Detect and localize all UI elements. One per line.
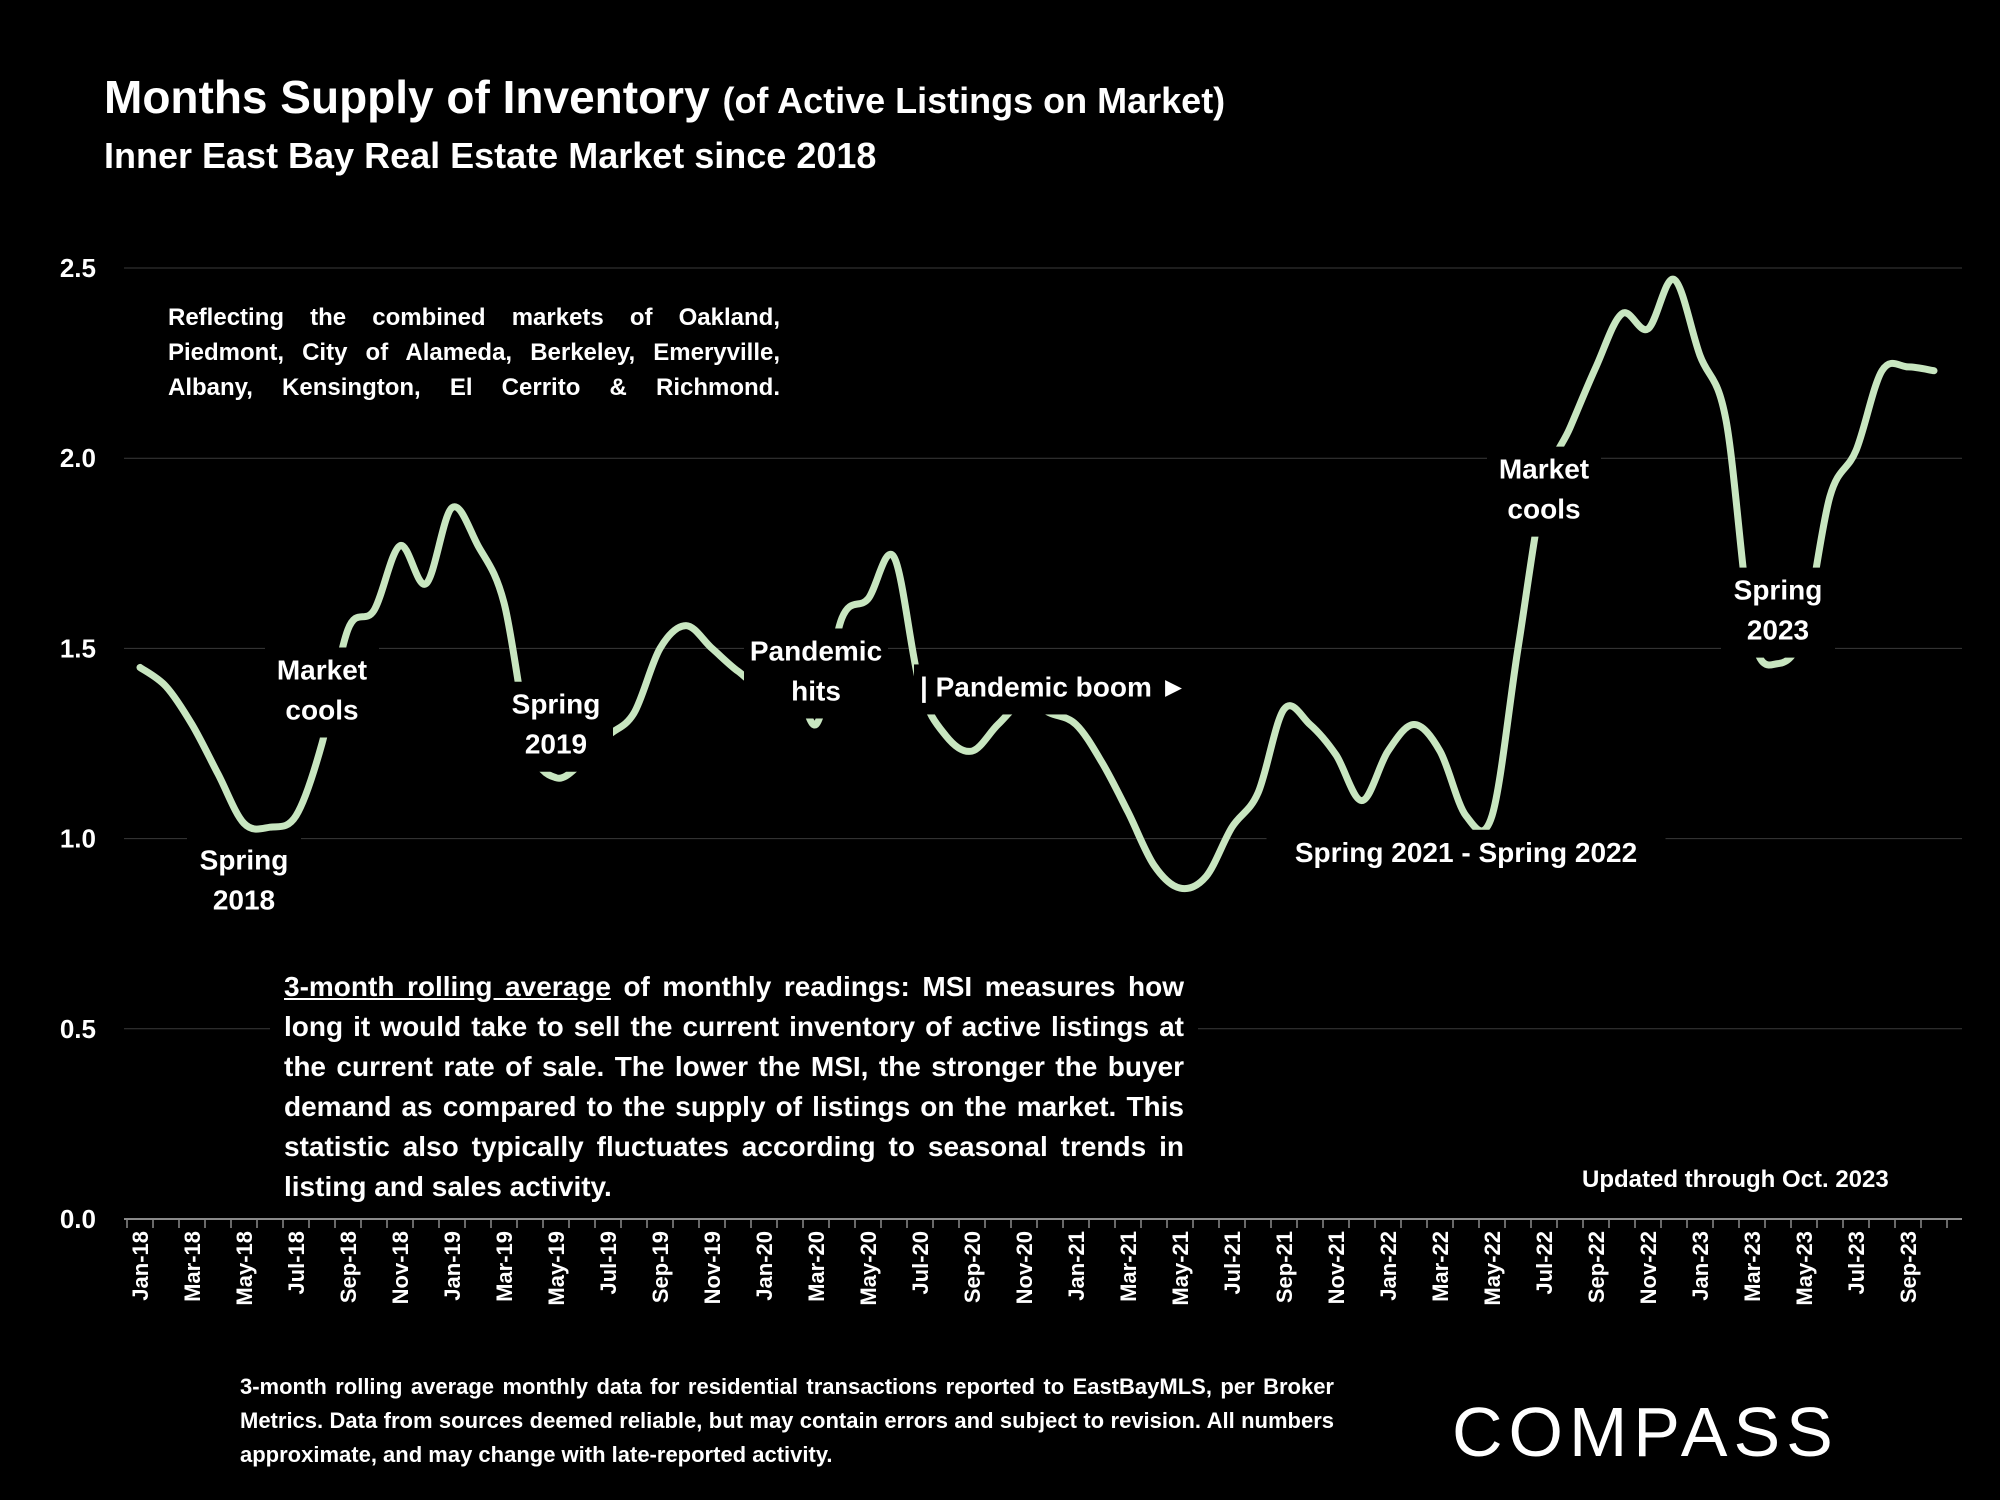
x-tick-label: Jul-20 [908,1231,933,1295]
updated-label: Updated through Oct. 2023 [1582,1166,1889,1193]
x-tick-label: Jan-22 [1376,1231,1401,1301]
annotation-label: cools [1507,494,1580,525]
annotation-label: Spring 2021 - Spring 2022 [1295,837,1637,868]
annotation-label: Spring [512,689,601,720]
annotation-label: | Pandemic boom ► [920,671,1187,702]
y-tick-label: 1.0 [60,824,96,854]
annotation-backdrop [1721,567,1835,658]
msi-note-underlined: 3-month rolling average [284,971,611,1002]
annotation-label: Spring [200,844,289,875]
annotation-layer: Spring 2018 Market cools Spring 2019 Pandemic h… [187,446,1835,928]
annotation-backdrop [1266,829,1666,880]
x-tick-label: Nov-20 [1012,1231,1037,1304]
annotation-backdrop [914,664,1193,715]
x-tick-label: May-19 [544,1231,569,1306]
x-tick-label: Sep-19 [648,1231,673,1303]
x-tick-label: Jan-18 [128,1231,153,1301]
chart-title-suffix: (of Active Listings on Market) [722,80,1226,121]
y-tick-label: 0.5 [60,1014,96,1044]
x-tick-label: Jan-20 [752,1231,777,1301]
x-tick-label: Jul-23 [1844,1231,1869,1295]
x-tick-label: Mar-23 [1740,1231,1765,1302]
annotation-label: 2023 [1747,615,1809,646]
y-axis: 0.0 0.5 1.0 1.5 2.0 2.5 [60,253,96,1234]
x-tick-label: May-18 [232,1231,257,1306]
x-tick-label: May-22 [1480,1231,1505,1306]
footer-source-note: 3-month rolling average monthly data for… [240,1374,1334,1467]
chart-title: Months Supply of Inventory (of Active Li… [104,70,1225,124]
x-tick-label: Sep-23 [1896,1231,1921,1303]
x-tick-label: Mar-22 [1428,1231,1453,1302]
x-tick-label: Sep-21 [1272,1231,1297,1303]
y-tick-label: 2.5 [60,253,96,283]
annotation-label: 2019 [525,729,587,760]
x-tick-label: Nov-22 [1636,1231,1661,1304]
x-tick-label: Jul-18 [284,1231,309,1295]
annotation-backdrop [187,837,301,928]
compass-logo: COMPASS [1452,1393,1839,1471]
x-tick-label: Mar-21 [1116,1231,1141,1302]
annotation-backdrop [265,647,379,738]
annotation-label: Market [277,655,367,686]
x-tick-label: Jan-23 [1688,1231,1713,1301]
x-tick-label: Jul-21 [1220,1231,1245,1295]
y-tick-label: 0.0 [60,1204,96,1234]
markets-note: Reflecting the combined markets of Oakla… [168,304,780,401]
x-tick-label: Jul-22 [1532,1231,1557,1295]
x-tick-label: Jan-19 [440,1231,465,1301]
x-tick-label: Nov-18 [388,1231,413,1304]
x-tick-label: Mar-18 [180,1231,205,1302]
x-tick-label: Sep-18 [336,1231,361,1303]
y-tick-label: 2.0 [60,443,96,473]
x-tick-label: Nov-21 [1324,1231,1349,1304]
annotation-label: Market [1499,454,1589,485]
annotation-label: cools [285,695,358,726]
x-tick-label: Mar-19 [492,1231,517,1302]
x-tick-label: Jan-21 [1064,1231,1089,1301]
annotation-label: 2018 [213,884,275,915]
x-axis: Jan-18 Mar-18 May-18 Jul-18 Sep-18 Nov-18 Jan-… [126,1219,1948,1306]
x-tick-label: Mar-20 [804,1231,829,1302]
chart-title-main: Months Supply of Inventory [104,71,710,123]
msi-explanation-note: 3-month rolling average of monthly readi… [270,965,1198,1209]
annotation-backdrop [499,681,613,772]
msi-note-text: of monthly readings: MSI measures how lo… [284,971,1184,1202]
x-tick-label: Jul-19 [596,1231,621,1295]
annotation-label: hits [791,675,841,706]
annotation-label: Pandemic [750,635,882,666]
annotation-label: Spring [1734,575,1823,606]
x-tick-label: May-21 [1168,1231,1193,1306]
chart-subtitle: Inner East Bay Real Estate Market since … [104,135,877,176]
x-tick-label: Nov-19 [700,1231,725,1304]
annotation-backdrop [1487,446,1601,537]
x-tick-label: May-20 [856,1231,881,1306]
x-tick-label: Sep-20 [960,1231,985,1303]
y-tick-label: 1.5 [60,633,96,663]
x-tick-label: May-23 [1792,1231,1817,1306]
x-tick-label: Sep-22 [1584,1231,1609,1303]
annotation-backdrop [744,628,888,719]
